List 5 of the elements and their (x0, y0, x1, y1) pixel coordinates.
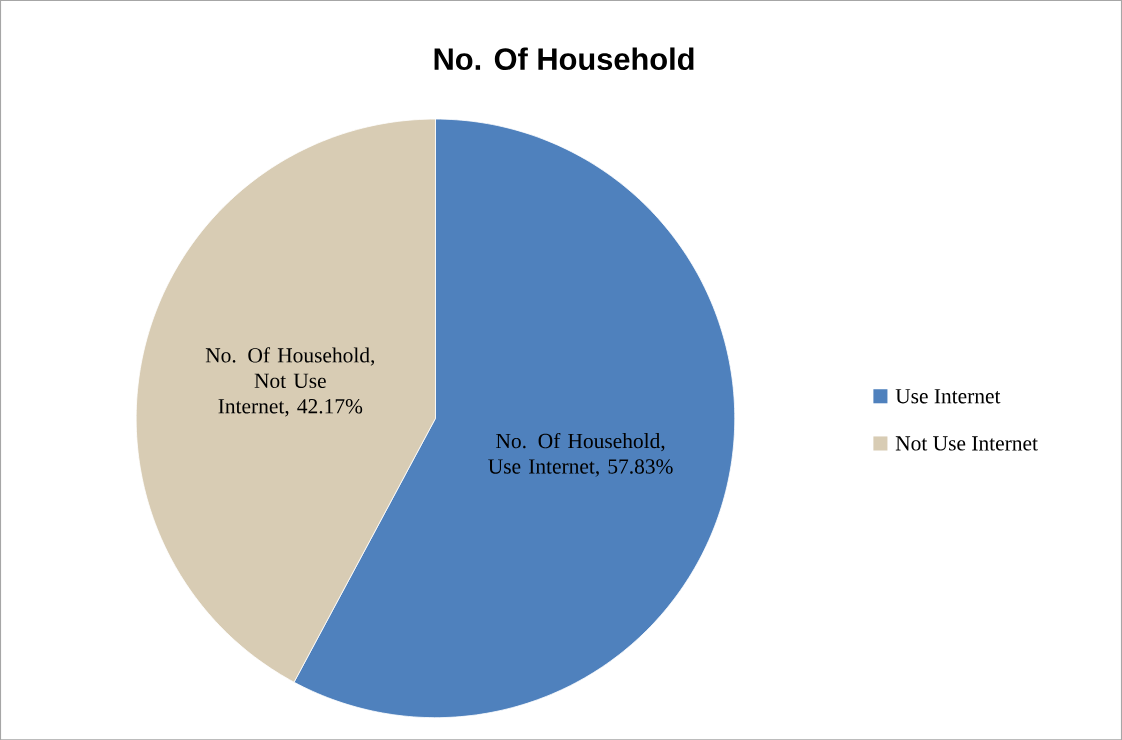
data-label: No. Of Household, Not Use Internet, 42.17% (205, 347, 375, 417)
legend-label: Not Use Internet (895, 436, 1038, 451)
chart-title: No. Of Household (434, 47, 694, 70)
data-label: No. Of Household, Use Internet, 57.83% (488, 432, 673, 477)
legend-label: Use Internet (895, 388, 1001, 404)
